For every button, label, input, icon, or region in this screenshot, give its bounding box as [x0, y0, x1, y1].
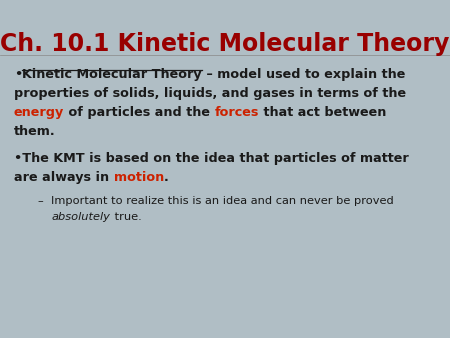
Text: – model used to explain the: – model used to explain the	[202, 68, 405, 81]
Text: .: .	[164, 171, 169, 184]
Text: are always in: are always in	[14, 171, 113, 184]
Text: Kinetic Molecular Theory: Kinetic Molecular Theory	[22, 68, 202, 81]
Text: •: •	[14, 68, 22, 81]
Text: –  Important to realize this is an idea and can never be proved: – Important to realize this is an idea a…	[38, 196, 394, 206]
Text: them.: them.	[14, 125, 56, 138]
Text: properties of solids, liquids, and gases in terms of the: properties of solids, liquids, and gases…	[14, 87, 406, 100]
Text: forces: forces	[215, 106, 259, 119]
Text: absolutely: absolutely	[52, 212, 111, 222]
Text: of particles and the: of particles and the	[64, 106, 215, 119]
Text: energy: energy	[14, 106, 64, 119]
Text: that act between: that act between	[259, 106, 387, 119]
Text: •The KMT is based on the idea that particles of matter: •The KMT is based on the idea that parti…	[14, 152, 409, 165]
Text: motion: motion	[113, 171, 164, 184]
Text: true.: true.	[111, 212, 142, 222]
Text: Ch. 10.1 Kinetic Molecular Theory: Ch. 10.1 Kinetic Molecular Theory	[0, 32, 450, 56]
